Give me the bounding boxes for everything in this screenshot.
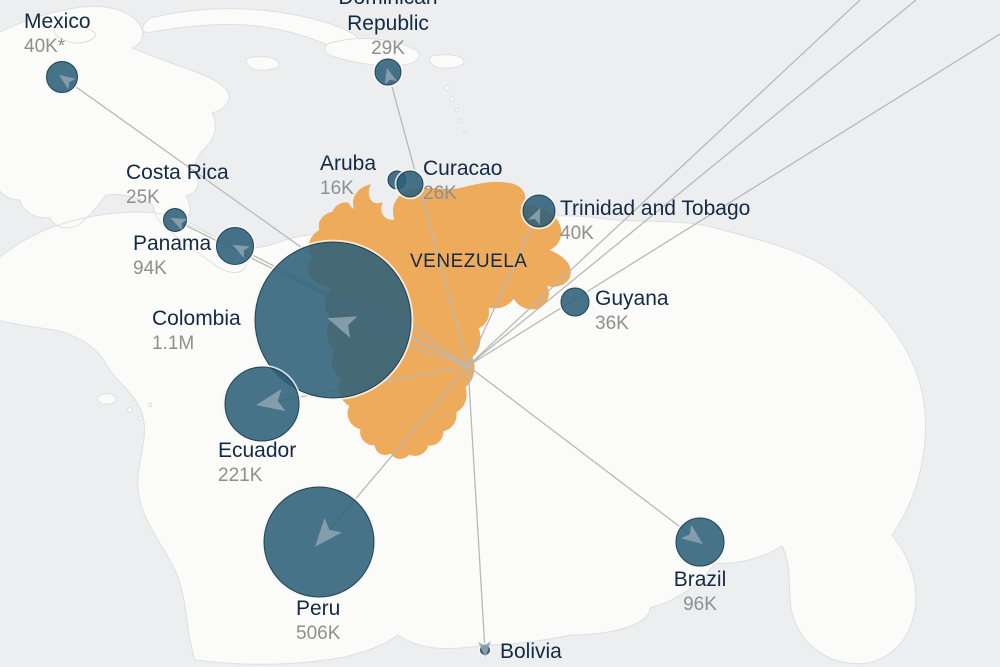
svg-text:96K: 96K [683,594,717,615]
svg-text:40K*: 40K* [24,36,66,57]
svg-text:Curacao: Curacao [423,157,502,180]
svg-text:506K: 506K [296,623,341,644]
svg-text:16K: 16K [320,178,354,199]
svg-text:Peru: Peru [296,597,340,620]
svg-text:40K: 40K [560,223,594,244]
svg-text:Trinidad and Tobago: Trinidad and Tobago [560,197,750,220]
svg-text:Mexico: Mexico [24,10,91,33]
svg-text:221K: 221K [218,465,263,486]
svg-text:94K: 94K [133,258,167,279]
svg-text:Guyana: Guyana [595,287,669,310]
svg-text:Bolivia: Bolivia [500,640,562,663]
svg-text:Ecuador: Ecuador [218,439,296,462]
svg-text:Colombia: Colombia [152,307,241,330]
svg-text:1.1M: 1.1M [152,333,194,354]
svg-text:Aruba: Aruba [320,152,376,175]
svg-text:Costa Rica: Costa Rica [126,161,229,184]
svg-text:Dominican: Dominican [338,0,437,9]
svg-text:26K: 26K [423,183,457,204]
svg-text:25K: 25K [126,187,160,208]
svg-text:VENEZUELA: VENEZUELA [410,251,527,272]
svg-text:Republic: Republic [347,12,429,35]
svg-text:29K: 29K [371,38,405,59]
svg-text:36K: 36K [595,313,629,334]
svg-text:Brazil: Brazil [674,568,727,591]
svg-text:Panama: Panama [133,232,212,255]
